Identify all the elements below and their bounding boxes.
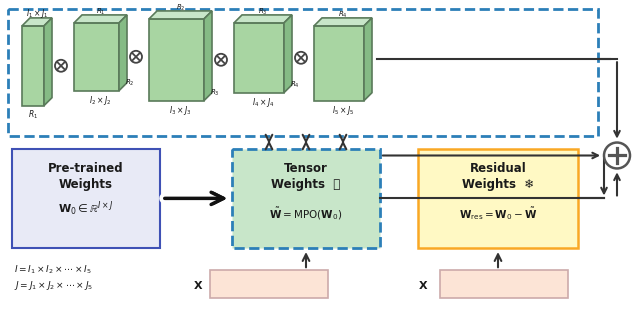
- Bar: [8, 9, 598, 135]
- Polygon shape: [234, 15, 292, 23]
- Polygon shape: [149, 19, 204, 101]
- Polygon shape: [284, 15, 292, 93]
- Text: $\mathbf{X}$: $\mathbf{X}$: [193, 279, 203, 291]
- FancyBboxPatch shape: [12, 149, 160, 248]
- Circle shape: [215, 54, 227, 66]
- Text: $R_4$: $R_4$: [338, 10, 348, 20]
- Circle shape: [295, 52, 307, 64]
- Text: $I_2 \times J_2$: $I_2 \times J_2$: [90, 94, 112, 107]
- Polygon shape: [234, 23, 284, 93]
- Text: Weights: Weights: [59, 178, 113, 191]
- Polygon shape: [119, 15, 127, 91]
- Text: $\mathbf{W}_\mathrm{res} = \mathbf{W}_0 - \tilde{\mathbf{W}}$: $\mathbf{W}_\mathrm{res} = \mathbf{W}_0 …: [459, 205, 537, 222]
- Text: $I_5 \times J_5$: $I_5 \times J_5$: [332, 104, 354, 117]
- FancyBboxPatch shape: [418, 149, 578, 248]
- Text: $I = I_1 \times I_2 \times \cdots \times I_5$: $I = I_1 \times I_2 \times \cdots \times…: [14, 264, 92, 276]
- Polygon shape: [22, 26, 44, 106]
- Text: $R_1$: $R_1$: [28, 108, 38, 121]
- Text: $\mathbf{W}_0 \in \mathbb{R}^{I \times J}$: $\mathbf{W}_0 \in \mathbb{R}^{I \times J…: [58, 199, 114, 218]
- Text: $R_3$: $R_3$: [210, 88, 220, 98]
- Text: $I_4 \times J_4$: $I_4 \times J_4$: [252, 96, 275, 109]
- Text: $I_3 \times J_3$: $I_3 \times J_3$: [169, 104, 192, 117]
- Text: Weights  🔥: Weights 🔥: [271, 178, 340, 191]
- Text: Pre-trained: Pre-trained: [48, 162, 124, 175]
- FancyBboxPatch shape: [440, 270, 568, 298]
- Text: $R_1$: $R_1$: [96, 7, 105, 17]
- Text: $R_3$: $R_3$: [258, 7, 268, 17]
- Polygon shape: [149, 11, 212, 19]
- Circle shape: [130, 51, 142, 63]
- Polygon shape: [74, 15, 127, 23]
- Text: $\mathbf{X}$: $\mathbf{X}$: [418, 279, 428, 291]
- Text: $R_2$: $R_2$: [176, 3, 185, 13]
- Text: $J = J_1 \times J_2 \times \cdots \times J_5$: $J = J_1 \times J_2 \times \cdots \times…: [14, 279, 93, 291]
- Circle shape: [604, 143, 630, 169]
- Polygon shape: [22, 18, 52, 26]
- Polygon shape: [74, 23, 119, 91]
- Text: Weights  ❄️: Weights ❄️: [462, 178, 534, 191]
- Text: $R_2$: $R_2$: [125, 78, 134, 88]
- Text: Tensor: Tensor: [284, 162, 328, 175]
- Polygon shape: [44, 18, 52, 106]
- Text: $I_1 \times J_1$: $I_1 \times J_1$: [26, 7, 48, 20]
- Text: $R_4$: $R_4$: [290, 80, 300, 90]
- Polygon shape: [314, 26, 364, 101]
- Text: $\tilde{\mathbf{W}} = \mathrm{MPO}(\mathbf{W}_0)$: $\tilde{\mathbf{W}} = \mathrm{MPO}(\math…: [269, 205, 342, 221]
- FancyBboxPatch shape: [232, 149, 380, 248]
- Text: Residual: Residual: [470, 162, 526, 175]
- Polygon shape: [204, 11, 212, 101]
- FancyBboxPatch shape: [210, 270, 328, 298]
- Polygon shape: [314, 18, 372, 26]
- Polygon shape: [364, 18, 372, 101]
- Circle shape: [55, 60, 67, 72]
